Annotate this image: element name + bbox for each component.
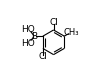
Text: HO: HO <box>21 39 34 48</box>
Text: Cl: Cl <box>38 52 47 61</box>
Text: HO: HO <box>21 25 34 34</box>
Text: Cl: Cl <box>49 18 58 27</box>
Text: CH₃: CH₃ <box>63 28 79 37</box>
Text: B: B <box>31 32 37 41</box>
